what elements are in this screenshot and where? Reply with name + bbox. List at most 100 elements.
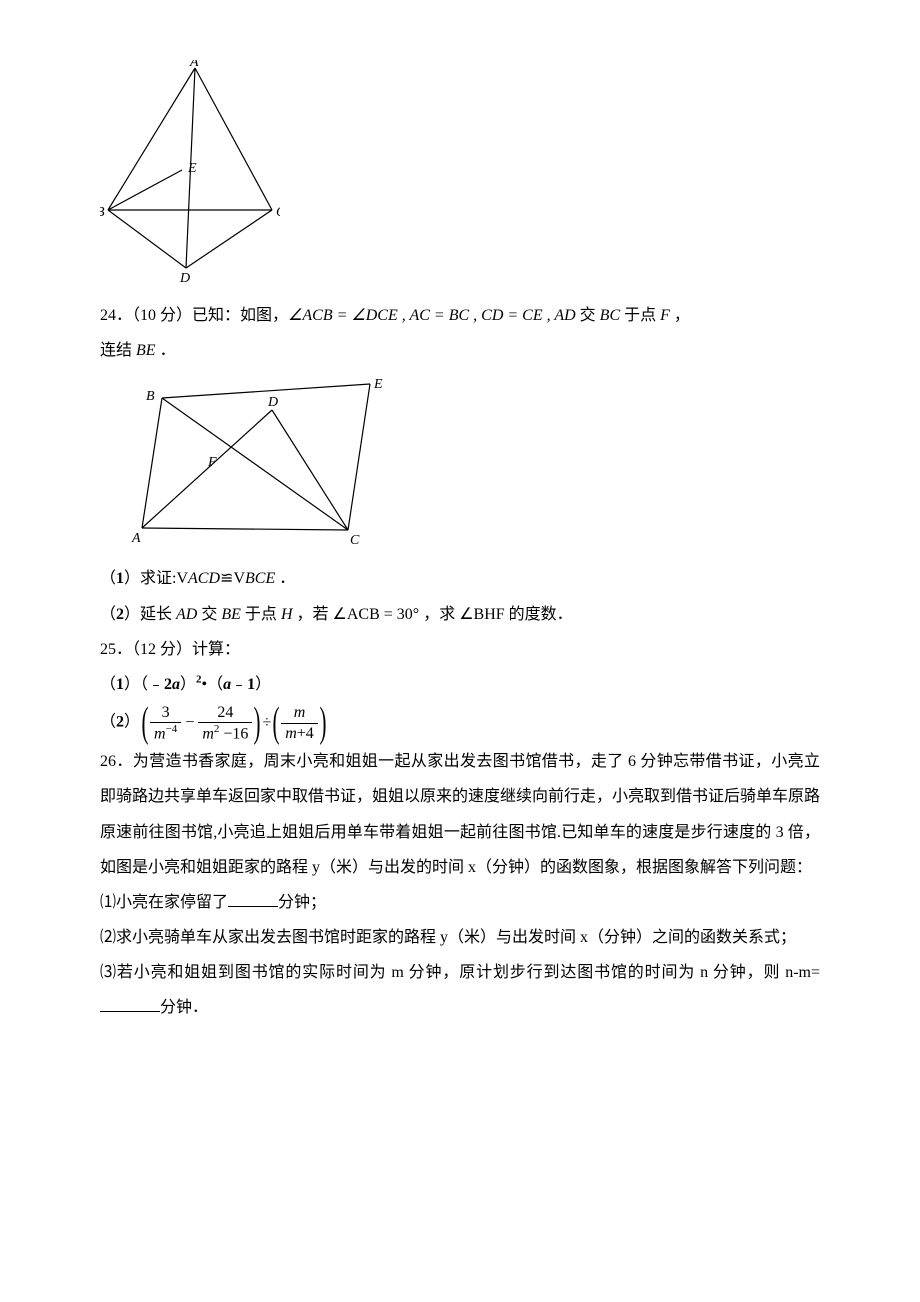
text: 分钟；: [278, 894, 326, 911]
text: 已知：如图，: [192, 307, 288, 324]
subnum: 2: [116, 606, 124, 623]
var: BE: [221, 606, 241, 623]
text: ，: [670, 307, 690, 324]
text: ﹣: [231, 676, 247, 693]
svg-text:C: C: [350, 533, 360, 548]
q25-sub2: （2） ( 3 m−4 − 24 m2 −16 ) ÷ ( m m+4 ): [100, 702, 820, 744]
var: m: [202, 725, 214, 742]
qnum: 25．: [100, 641, 132, 658]
minus: −: [185, 714, 198, 731]
text: ）（﹣: [124, 676, 164, 693]
exp: −4: [166, 723, 178, 735]
text: 的度数．: [505, 606, 573, 623]
text: ．: [275, 570, 295, 587]
var: AD: [176, 606, 197, 623]
document-page: A B C D E 24．（10 分）已知：如图，∠ACB = ∠DCE , A…: [0, 0, 920, 1302]
figure-triangle-abcd: A B C D E: [100, 60, 820, 290]
eq: ∠ACB = 30°: [333, 606, 420, 623]
denominator: m+4: [281, 724, 318, 743]
q25-sub1: （1）（﹣2a）2•（a﹣1）: [100, 667, 820, 702]
num: 2: [164, 676, 172, 693]
figure-pentagon-abcde: B E D F A C: [130, 378, 820, 555]
text: 交: [576, 307, 600, 324]
qnum: 26．: [100, 753, 133, 770]
denominator: m−4: [150, 723, 181, 744]
q26-sub1: ⑴小亮在家停留了 分钟；: [100, 885, 820, 920]
numerator: 3: [150, 703, 181, 723]
tri: V: [176, 570, 188, 587]
svg-text:B: B: [146, 389, 155, 404]
paren: （: [100, 676, 116, 693]
rparen: ): [319, 702, 326, 744]
blank-input[interactable]: [100, 995, 160, 1012]
svg-text:E: E: [187, 161, 197, 176]
lparen: (: [273, 702, 280, 744]
text: 于点: [241, 606, 281, 623]
svg-text:B: B: [100, 205, 105, 220]
text: ⑵求小亮骑单车从家出发去图书馆时距家的路程 y（米）与出发时间 x（分钟）之间的…: [100, 929, 796, 946]
question-25: 25．（12 分）计算：: [100, 632, 820, 667]
svg-text:E: E: [373, 378, 383, 392]
denominator: m2 −16: [198, 723, 252, 744]
text: ．: [156, 342, 176, 359]
question-24: 24．（10 分）已知：如图，∠ACB = ∠DCE , AC = BC , C…: [100, 298, 820, 333]
num: +4: [297, 725, 314, 742]
math-cond: ∠ACB = ∠DCE , AC = BC , CD = CE , AD: [288, 307, 576, 324]
subnum: 2: [116, 714, 124, 731]
text: ）延长: [124, 606, 176, 623]
num: −16: [219, 725, 248, 742]
geometry-diagram-1: A B C D E: [100, 60, 280, 285]
question-24-line2: 连结 BE ．: [100, 333, 820, 368]
text: 分钟．: [160, 999, 208, 1016]
var: BC: [600, 307, 620, 324]
num: 1: [247, 676, 255, 693]
qnum: 24．: [100, 307, 132, 324]
blank-input[interactable]: [228, 890, 278, 907]
points: （10 分）: [132, 307, 192, 324]
svg-text:A: A: [131, 531, 141, 546]
subnum: 1: [116, 570, 124, 587]
q26-sub3: ⑶若小亮和姐姐到图书馆的实际时间为 m 分钟，原计划步行到达图书馆的时间为 n …: [100, 955, 820, 1025]
text: ，求: [419, 606, 459, 623]
var: m: [154, 725, 166, 742]
paren: （: [100, 606, 116, 623]
fraction-3: m m+4: [281, 703, 318, 742]
paren: （: [100, 714, 116, 731]
rparen: ): [254, 702, 261, 744]
fraction-1: 3 m−4: [150, 703, 181, 744]
var: BE: [136, 342, 156, 359]
subnum: 1: [116, 676, 124, 693]
text: ）: [180, 676, 196, 693]
tri: V: [233, 570, 245, 587]
paren: （: [100, 570, 116, 587]
svg-text:A: A: [189, 60, 199, 70]
q26-sub2: ⑵求小亮骑单车从家出发去图书馆时距家的路程 y（米）与出发时间 x（分钟）之间的…: [100, 920, 820, 955]
text: ）求证:: [124, 570, 176, 587]
text: ，若: [293, 606, 333, 623]
svg-text:D: D: [179, 271, 190, 285]
text: 交: [197, 606, 221, 623]
text: ⑶若小亮和姐姐到图书馆的实际时间为 m 分钟，原计划步行到达图书馆的时间为 n …: [100, 964, 820, 981]
text: ）: [124, 714, 140, 731]
svg-text:D: D: [267, 395, 278, 410]
text: 于点: [620, 307, 660, 324]
geometry-diagram-2: B E D F A C: [130, 378, 390, 550]
svg-text:F: F: [207, 455, 217, 470]
text: ）: [255, 676, 271, 693]
var: H: [281, 606, 293, 623]
points: （12 分）: [132, 641, 192, 658]
lparen: (: [142, 702, 149, 744]
q24-sub1: （1）求证:VACD≌VBCE ．: [100, 561, 820, 596]
var: m: [285, 725, 297, 742]
var: a: [223, 676, 231, 693]
text: ⑴小亮在家停留了: [100, 894, 228, 911]
var: ∠BHF: [459, 606, 504, 623]
svg-text:C: C: [276, 205, 280, 220]
q24-sub2: （2）延长 AD 交 BE 于点 H ，若 ∠ACB = 30° ，求 ∠BHF…: [100, 597, 820, 632]
numerator: m: [281, 703, 318, 723]
cong: ≌: [220, 570, 233, 587]
question-26: 26．为营造书香家庭，周末小亮和姐姐一起从家出发去图书馆借书，走了 6 分钟忘带…: [100, 744, 820, 885]
var: F: [660, 307, 670, 324]
text: 计算：: [192, 641, 240, 658]
numerator: 24: [198, 703, 252, 723]
